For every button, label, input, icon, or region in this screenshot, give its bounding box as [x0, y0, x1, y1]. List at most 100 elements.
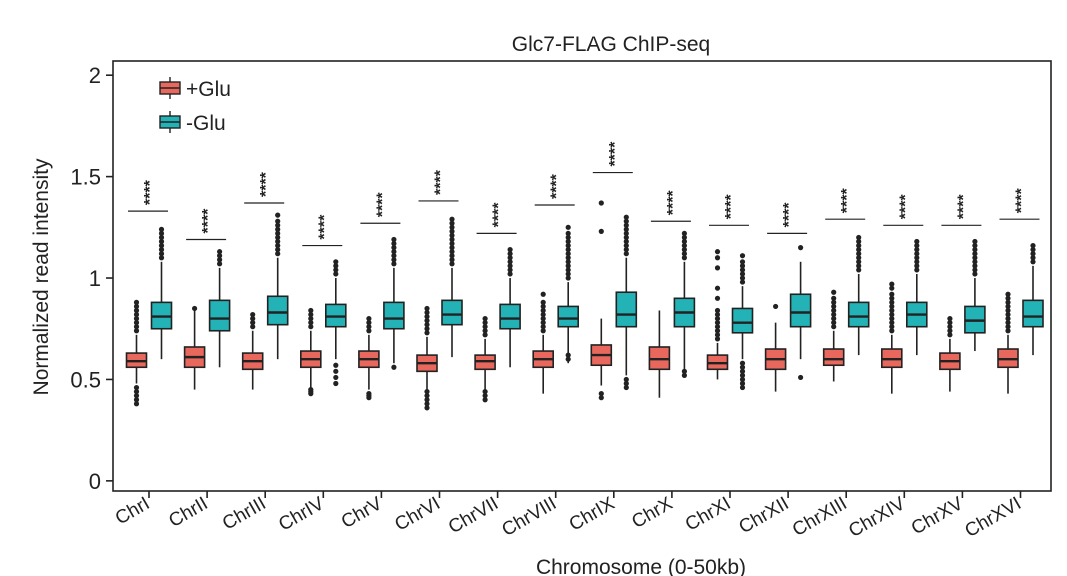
outlier-point — [1030, 242, 1036, 249]
x-tick-label: ChrXIII — [789, 493, 851, 541]
x-tick-label: ChrVI — [391, 493, 444, 535]
outlier-point — [681, 372, 688, 378]
outlier-point — [275, 212, 281, 218]
box-body — [441, 299, 463, 326]
outlier-point — [565, 238, 571, 245]
outlier-point — [856, 251, 862, 257]
significance-label: **** — [549, 173, 566, 199]
outlier-point — [972, 267, 978, 273]
outlier-point — [565, 234, 571, 241]
outlier-point — [540, 320, 546, 326]
box-glu — [183, 305, 206, 390]
box-body — [847, 301, 870, 328]
outlier-point — [739, 275, 746, 281]
box-body — [789, 293, 812, 328]
y-tick-label: 1 — [89, 266, 101, 291]
outlier-point — [540, 328, 546, 334]
outlier-point — [333, 374, 339, 381]
box-glu — [731, 253, 754, 391]
outlier-point — [275, 251, 281, 257]
outlier-point — [565, 259, 571, 265]
outlier-point — [856, 242, 862, 249]
box-body — [822, 348, 845, 367]
outlier-point — [158, 230, 165, 237]
outlier-point — [1005, 291, 1011, 297]
outlier-point — [947, 324, 953, 330]
outlier-point — [1005, 311, 1011, 318]
outlier-point — [889, 328, 895, 334]
outlier-point — [914, 267, 920, 273]
plot-frame — [112, 60, 1052, 492]
outlier-point — [623, 242, 629, 249]
outlier-point — [133, 397, 140, 403]
y-tick-label: 2 — [89, 63, 101, 88]
outlier-point — [565, 242, 571, 249]
x-tick-label: ChrXI — [682, 493, 735, 535]
outlier-point — [424, 397, 430, 403]
outlier-point — [972, 238, 978, 245]
outlier-point — [133, 320, 140, 326]
significance-label: **** — [839, 188, 856, 214]
outlier-point — [540, 324, 546, 330]
outlier-point — [714, 249, 721, 255]
outlier-point — [831, 311, 837, 318]
outlier-point — [831, 324, 837, 330]
outlier-point — [598, 391, 604, 397]
outlier-point — [1005, 320, 1011, 326]
outlier-point — [507, 255, 513, 261]
outlier-point — [482, 389, 488, 395]
box-glu — [880, 281, 903, 394]
outlier-point — [507, 259, 513, 265]
significance-label: **** — [200, 208, 217, 234]
outlier-point — [507, 263, 513, 269]
outlier-point — [540, 311, 546, 318]
outlier-point — [623, 251, 629, 257]
x-tick-label: ChrXII — [735, 493, 792, 538]
outlier-point — [739, 384, 746, 391]
outlier-point — [914, 242, 920, 249]
y-axis: 0 0.5 1 1.5 2 — [70, 63, 113, 494]
outlier-point — [424, 405, 430, 411]
outlier-point — [598, 200, 604, 206]
outlier-point — [739, 380, 746, 387]
outlier-point — [714, 255, 721, 261]
outlier-point — [623, 230, 629, 237]
box-glu — [590, 200, 613, 401]
outlier-point — [158, 255, 165, 261]
outlier-point — [623, 247, 629, 253]
outlier-point — [391, 245, 397, 251]
outlier-point — [739, 263, 746, 269]
box-glu — [499, 247, 521, 368]
outlier-point — [947, 315, 953, 322]
significance-label: **** — [142, 179, 159, 205]
box-glu — [266, 212, 289, 360]
outlier-point — [133, 401, 140, 407]
outlier-point — [623, 218, 629, 224]
outlier-point — [333, 267, 339, 273]
outlier-point — [856, 234, 862, 241]
box-glu — [997, 291, 1019, 394]
outlier-point — [449, 240, 455, 247]
outlier-point — [275, 234, 281, 241]
box-glu — [299, 307, 322, 397]
outlier-point — [308, 311, 314, 318]
outlier-point — [540, 315, 546, 322]
outlier-point — [1030, 251, 1036, 257]
outlier-point — [217, 261, 223, 267]
outlier-point — [914, 255, 920, 261]
outlier-point — [366, 320, 372, 326]
outlier-point — [798, 374, 804, 381]
outlier-point — [681, 242, 688, 249]
outlier-point — [889, 285, 895, 291]
outlier-point — [424, 401, 430, 407]
outlier-point — [914, 259, 920, 265]
outlier-point — [565, 356, 571, 362]
outlier-point — [1005, 328, 1011, 334]
outlier-point — [739, 267, 746, 273]
outlier-point — [972, 259, 978, 265]
outlier-point — [158, 251, 165, 257]
outlier-point — [1005, 324, 1011, 330]
outlier-point — [133, 311, 140, 318]
outlier-point — [714, 324, 721, 330]
outlier-point — [681, 368, 688, 374]
